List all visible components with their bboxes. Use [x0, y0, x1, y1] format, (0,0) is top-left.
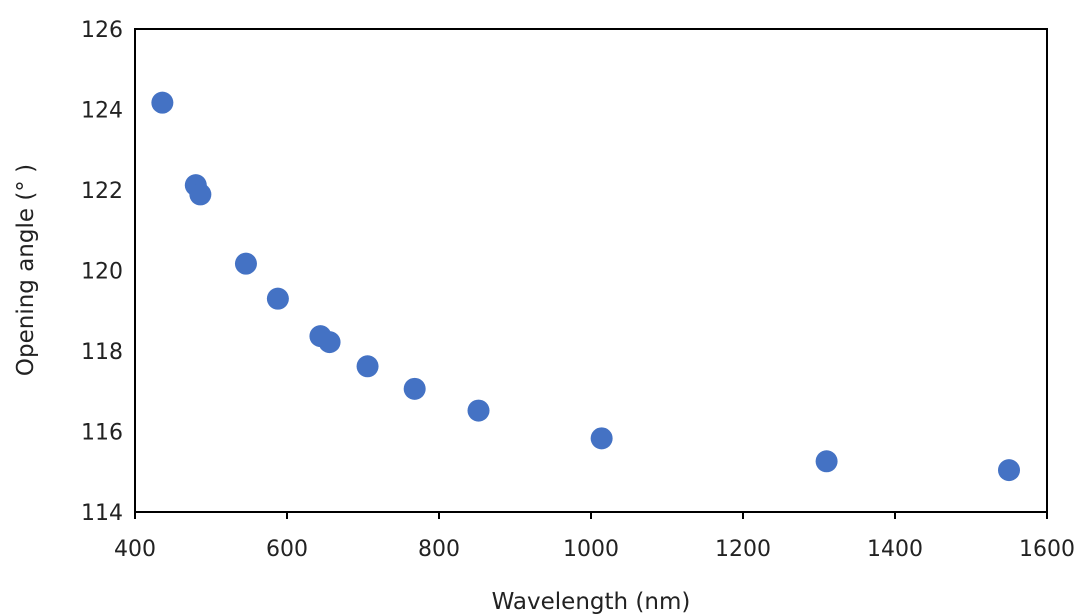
data-point: [403, 377, 426, 400]
y-axis-ticks: 114 116 118 120 122 124 126: [81, 18, 123, 526]
x-tick-label: 1400: [867, 537, 923, 562]
data-point: [356, 355, 379, 378]
x-axis-label: Wavelength (nm): [492, 589, 691, 615]
data-point: [234, 252, 257, 275]
y-tick-label: 120: [81, 260, 123, 285]
data-points: [151, 91, 1020, 482]
data-point: [815, 450, 838, 473]
data-point: [590, 427, 613, 450]
x-tick-label: 1600: [1019, 537, 1075, 562]
y-tick-label: 114: [81, 501, 123, 526]
data-point: [467, 399, 490, 422]
x-tick-label: 400: [114, 537, 156, 562]
y-tick-label: 118: [81, 340, 123, 365]
x-tick-label: 800: [418, 537, 460, 562]
x-tick-label: 1000: [563, 537, 619, 562]
data-point: [318, 331, 341, 354]
data-point: [151, 91, 174, 114]
data-point: [189, 183, 212, 206]
y-axis-label: Opening angle (° ): [13, 164, 39, 376]
x-axis-ticks: 400 600 800 1000 1200 1400 1600: [114, 512, 1075, 562]
data-point: [266, 287, 289, 310]
x-tick-label: 600: [266, 537, 308, 562]
data-point: [998, 459, 1020, 482]
plot-area: [134, 28, 1048, 513]
y-tick-label: 122: [81, 179, 123, 204]
y-tick-label: 124: [81, 99, 123, 124]
y-tick-label: 116: [81, 421, 123, 446]
y-tick-label: 126: [81, 18, 123, 43]
x-tick-label: 1200: [715, 537, 771, 562]
